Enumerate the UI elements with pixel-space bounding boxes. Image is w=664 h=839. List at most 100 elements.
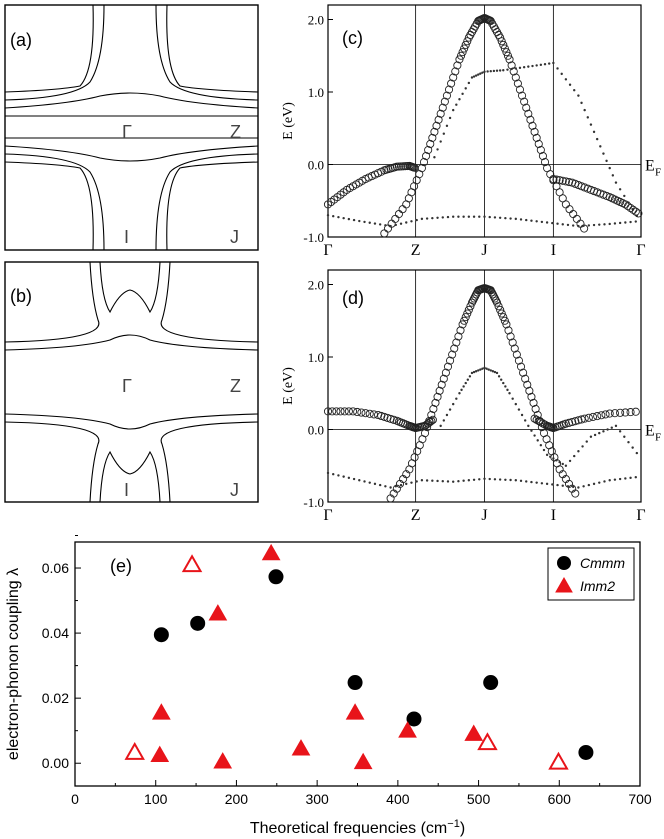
band-dot	[405, 482, 408, 486]
band-dot	[530, 480, 533, 484]
band-dot	[555, 459, 558, 462]
band-dot	[614, 424, 618, 428]
band-dot	[561, 484, 564, 487]
band-dot	[495, 371, 499, 375]
band-point	[398, 205, 407, 214]
band-dot	[326, 471, 330, 475]
band-dot	[527, 424, 530, 428]
band-point	[439, 374, 448, 383]
band-dot	[481, 367, 484, 370]
band-dot	[634, 220, 637, 223]
i-label: I	[124, 227, 129, 247]
band-point	[444, 85, 454, 94]
band-dot	[564, 78, 568, 81]
band-dot	[618, 477, 622, 481]
band-point	[463, 309, 472, 318]
band-dot	[552, 457, 555, 460]
band-point	[574, 416, 583, 425]
band-dot	[439, 140, 442, 143]
band-dot	[433, 156, 436, 159]
band-point	[499, 40, 508, 49]
y-tick-label: 0.0	[308, 423, 324, 438]
band-dot	[448, 116, 452, 120]
band-point	[336, 407, 345, 416]
band-point	[524, 109, 533, 118]
band-dot	[587, 224, 591, 227]
band-dot	[603, 223, 606, 226]
band-dot	[523, 419, 527, 422]
panel-e: (e) 0 100 200 300 400 500 600 700 0.00 0.02 0.04 0.…	[5, 534, 652, 837]
band-point	[564, 177, 574, 187]
band-dot	[580, 101, 583, 105]
legend: Cmmm Imm2	[547, 547, 635, 601]
data-point-imm2	[345, 703, 365, 720]
band-dot	[583, 108, 586, 112]
panel-a-label: (a)	[10, 30, 32, 50]
band-point	[500, 316, 509, 325]
data-point-imm2	[291, 739, 311, 756]
band-dot	[506, 68, 509, 71]
band-point	[531, 404, 540, 414]
band-dot	[504, 216, 507, 220]
band-dot	[492, 69, 496, 73]
band-dot	[483, 366, 486, 370]
band-point	[502, 48, 511, 57]
y-tick-label: 0.02	[42, 690, 69, 706]
band-dot	[342, 475, 345, 478]
band-dot	[519, 479, 523, 483]
band-point	[426, 139, 435, 149]
band-dot	[568, 459, 572, 463]
band-point	[437, 380, 446, 389]
kpoint-label: J	[481, 507, 487, 524]
kpoint-label: J	[481, 242, 487, 259]
band-dot	[431, 479, 434, 482]
band-dot	[587, 483, 591, 487]
band-dot	[467, 81, 471, 85]
band-dot	[425, 217, 429, 220]
band-point	[571, 417, 580, 426]
band-point	[383, 413, 392, 422]
band-dot	[479, 72, 482, 75]
band-dot	[595, 137, 599, 141]
band-point	[577, 415, 586, 424]
band-dot	[504, 385, 507, 388]
band-dot	[498, 69, 502, 72]
band-dot	[394, 485, 398, 488]
band-dot	[582, 224, 585, 227]
band-dot	[535, 64, 538, 67]
x-tick-label: 300	[305, 791, 329, 807]
y-tick-label: 0.04	[42, 625, 69, 641]
band-point	[431, 398, 440, 407]
band-point	[521, 374, 530, 383]
band-dot	[462, 385, 465, 388]
band-point	[380, 229, 389, 238]
band-dot	[458, 98, 461, 101]
band-point	[588, 412, 598, 421]
data-point-cmmm	[268, 569, 284, 585]
band-point	[458, 320, 467, 329]
band-point	[631, 407, 640, 416]
band-point	[453, 61, 462, 70]
y-tick-label: 0.00	[42, 755, 69, 771]
kpoint-label: Z	[411, 507, 421, 524]
band-dot	[614, 181, 618, 184]
data-point-imm2	[353, 752, 373, 770]
panel-b-label: (b)	[10, 286, 32, 306]
band-dot	[606, 428, 609, 431]
band-dot	[629, 476, 632, 480]
y-tick-label: 2.0	[308, 278, 324, 293]
band-dot	[498, 216, 502, 219]
band-dot	[577, 486, 580, 489]
band-dot	[561, 223, 564, 226]
band-dot	[441, 216, 444, 219]
y-tick-label: 0.0	[308, 158, 324, 173]
band-point	[365, 409, 374, 418]
band-dot	[592, 223, 596, 227]
band-dot	[497, 375, 501, 378]
kpoint-label: Z	[411, 242, 421, 259]
band-dot	[556, 483, 559, 487]
y-axis-label: E (eV)	[281, 102, 296, 140]
band-point	[506, 332, 515, 341]
band-dot	[420, 217, 424, 221]
band-dot	[556, 222, 559, 225]
